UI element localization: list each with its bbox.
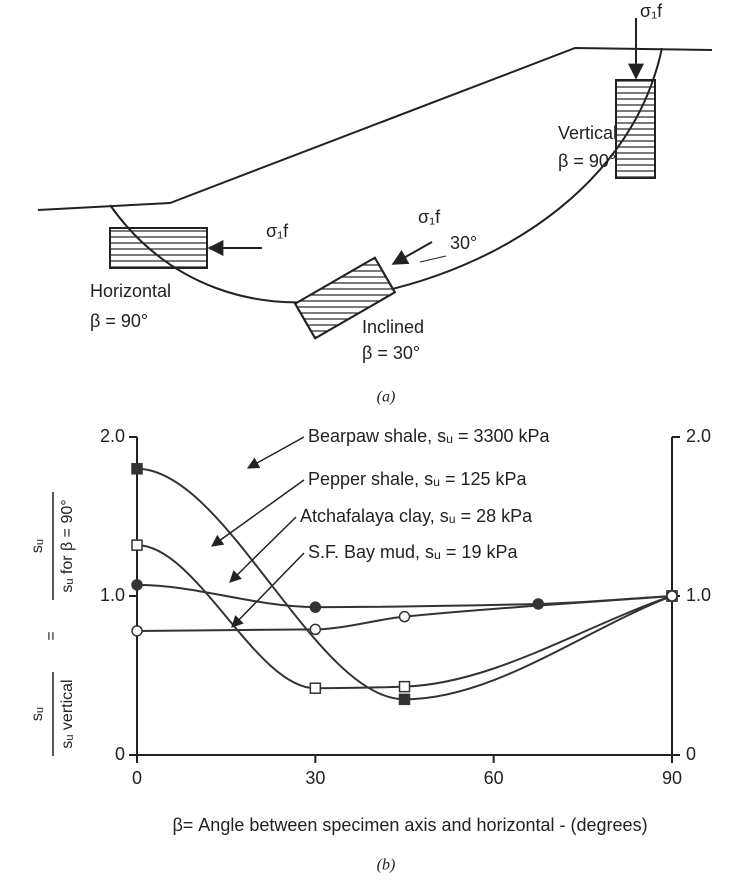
y-label-part: sᵤ vertical bbox=[59, 679, 76, 748]
data-point bbox=[666, 590, 678, 602]
y-tick-label: 1.0 bbox=[100, 585, 125, 605]
y2-tick-label: 0 bbox=[686, 744, 696, 764]
caption: (b) bbox=[377, 857, 396, 874]
legend-arrow bbox=[231, 552, 305, 628]
data-point bbox=[398, 680, 411, 693]
data-point bbox=[398, 610, 411, 623]
data-line bbox=[136, 467, 673, 701]
diagram-label: σ₁f bbox=[640, 1, 663, 21]
y-label-part: sᵤ bbox=[29, 539, 46, 553]
data-point bbox=[398, 693, 411, 706]
x-tick-label: 60 bbox=[484, 768, 504, 788]
y-tick-label: 0 bbox=[115, 744, 125, 764]
diagram-label: σ₁f bbox=[418, 207, 441, 227]
data-point bbox=[131, 539, 143, 551]
diagram-label: 30° bbox=[450, 233, 477, 253]
diagram-label: β = 90° bbox=[90, 311, 148, 331]
data-point bbox=[131, 625, 143, 637]
angle-line bbox=[419, 255, 447, 263]
legend-label: Pepper shale, sᵤ = 125 kPa bbox=[308, 469, 528, 489]
y-label-part: = bbox=[43, 631, 60, 640]
x-axis-label: β= Angle between specimen axis and horiz… bbox=[172, 815, 647, 835]
data-point bbox=[309, 623, 322, 636]
y2-tick-label: 2.0 bbox=[686, 426, 711, 446]
data-line bbox=[136, 544, 673, 690]
x-tick-label: 90 bbox=[662, 768, 682, 788]
data-point bbox=[309, 601, 322, 613]
caption: (a) bbox=[377, 389, 396, 406]
legend-label: Bearpaw shale, sᵤ = 3300 kPa bbox=[308, 426, 551, 446]
horizontal-specimen bbox=[109, 227, 208, 269]
diagram-label: σ₁f bbox=[266, 221, 289, 241]
data-line bbox=[136, 583, 673, 609]
legend-arrow bbox=[246, 436, 305, 469]
diagram-label: β = 30° bbox=[362, 343, 420, 363]
x-tick-label: 0 bbox=[132, 768, 142, 788]
load-arrow bbox=[391, 241, 433, 265]
y-tick-label: 2.0 bbox=[100, 426, 125, 446]
vertical-specimen bbox=[615, 79, 656, 179]
diagram-label: Horizontal bbox=[90, 281, 171, 301]
x-tick-label: 30 bbox=[305, 768, 325, 788]
data-point bbox=[131, 579, 143, 591]
legend-label: Atchafalaya clay, sᵤ = 28 kPa bbox=[300, 506, 533, 526]
data-point bbox=[131, 463, 143, 475]
y-label-part: sᵤ bbox=[29, 707, 46, 721]
legend-arrow bbox=[211, 479, 305, 547]
data-line bbox=[136, 595, 673, 632]
diagram-label: Inclined bbox=[362, 317, 424, 337]
y-label-part: sᵤ for β = 90° bbox=[59, 499, 76, 592]
data-point bbox=[309, 682, 322, 694]
diagram-label: Vertical bbox=[558, 123, 617, 143]
diagram-label: β = 90° bbox=[558, 151, 616, 171]
y2-tick-label: 1.0 bbox=[686, 585, 711, 605]
data-point bbox=[532, 598, 544, 610]
legend-label: S.F. Bay mud, sᵤ = 19 kPa bbox=[308, 542, 518, 562]
legend-arrow bbox=[229, 516, 297, 583]
y-axis-label: sᵤ sᵤ vertical = sᵤ sᵤ for β = 90° bbox=[29, 492, 76, 756]
ground-surface bbox=[37, 46, 713, 211]
